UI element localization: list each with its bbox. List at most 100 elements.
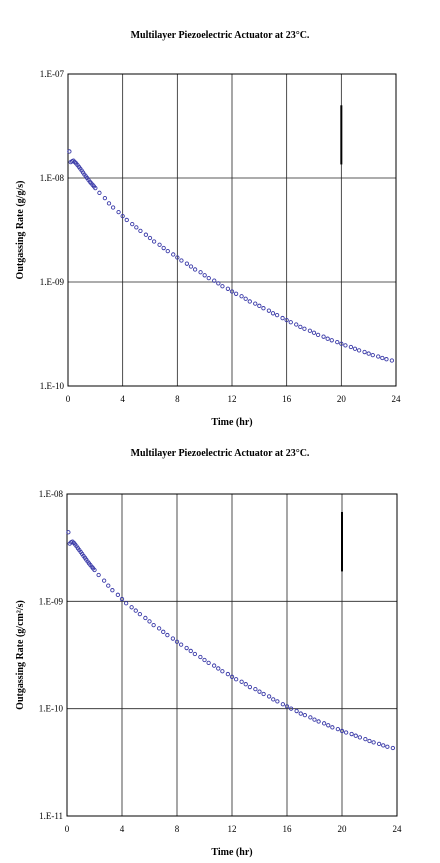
data-point [188,264,194,269]
data-point [239,679,244,684]
plot-frame [67,73,397,387]
data-point [225,671,231,677]
data-point [302,713,308,718]
x-tick-label: 8 [175,824,180,834]
data-point [357,735,363,740]
data-point [133,608,138,613]
x-tick-label: 24 [393,824,403,834]
data-point [206,275,211,281]
chart-plot-svg: 0 4 8 12 16 20 24 1.E-11 1.E-10 1.E-09 1.E-08 Time … [15,489,402,858]
data-point [376,741,382,747]
data-point [110,588,115,593]
y-tick-label: 1.E-07 [40,69,65,79]
data-point [161,245,166,251]
x-tick-label: 16 [283,824,293,834]
data-point [321,334,326,339]
data-point [308,715,313,720]
data-point [266,308,272,313]
data-point [325,336,330,341]
data-point [247,684,253,690]
data-point [156,626,162,631]
data-point [288,320,293,325]
data-point [93,185,98,191]
y-axis-label: Outgassing Rate (g/cm²/s) [15,600,26,710]
data-point [288,706,294,711]
data-point [198,654,203,660]
data-point [157,242,162,247]
data-point [312,717,317,722]
data-point [96,572,101,578]
data-point [188,648,193,654]
data-point [211,663,217,668]
data-point [147,619,152,624]
data-point [192,267,198,272]
data-point [294,708,299,714]
y-tick-label: 1.E-09 [39,596,64,606]
data-point [179,258,184,263]
data-point [165,248,170,254]
data-point [229,674,235,679]
data-point [247,299,252,304]
data-point [216,666,221,671]
chart-plot-svg: 0 4 8 12 16 20 24 1.E-10 1.E-09 1.E-08 1.E-07 Time … [15,69,402,428]
data-point [138,228,143,234]
data-point [284,704,290,709]
data-point [261,691,266,697]
data-point [253,686,258,692]
data-point [161,629,166,634]
data-point [380,355,385,361]
data-point [329,338,334,343]
data-point [280,702,286,707]
data-point [233,291,239,296]
data-point [67,149,72,154]
data-point [92,567,97,573]
data-point [110,205,116,210]
data-point [206,660,211,666]
data-point [134,225,139,230]
data-point [339,728,345,734]
data-point [343,730,349,735]
data-point [311,330,317,335]
data-point [106,583,111,588]
plot-area: 0 4 8 12 16 20 24 1.E-11 1.E-10 1.E-09 1.E-08 Time … [15,489,402,858]
data-point [171,252,176,257]
data-point [178,642,184,647]
x-tick-label: 20 [337,394,347,404]
data-point [216,281,221,286]
data-point [275,699,280,704]
data-point [381,743,386,748]
data-point [120,213,125,219]
data-point [101,578,107,583]
data-point [384,357,389,362]
data-point [335,726,341,732]
data-point [349,731,354,737]
data-point [353,733,358,738]
data-point [294,322,299,327]
data-point [316,719,321,724]
data-point [175,255,180,260]
data-point [362,349,367,355]
y-axis-label: Outgassing Rate (g/g/s) [15,181,26,280]
data-point [307,328,313,333]
x-axis-label: Time (hr) [211,847,252,858]
data-point [97,190,102,195]
data-point [280,315,285,321]
data-point [371,740,376,745]
data-point [123,601,129,606]
data-point [284,317,289,323]
data-point [339,341,344,346]
data-point [302,326,307,331]
data-point [335,340,340,345]
data-point [170,636,176,641]
data-point [137,611,143,617]
data-point [363,736,368,742]
data-point [266,694,272,699]
data-point [274,313,280,318]
data-point [389,358,395,363]
x-tick-label: 24 [392,394,402,404]
data-point [298,324,303,330]
data-point [151,239,157,244]
data-point [202,657,207,663]
data-point [198,270,203,275]
data-point [376,354,381,359]
